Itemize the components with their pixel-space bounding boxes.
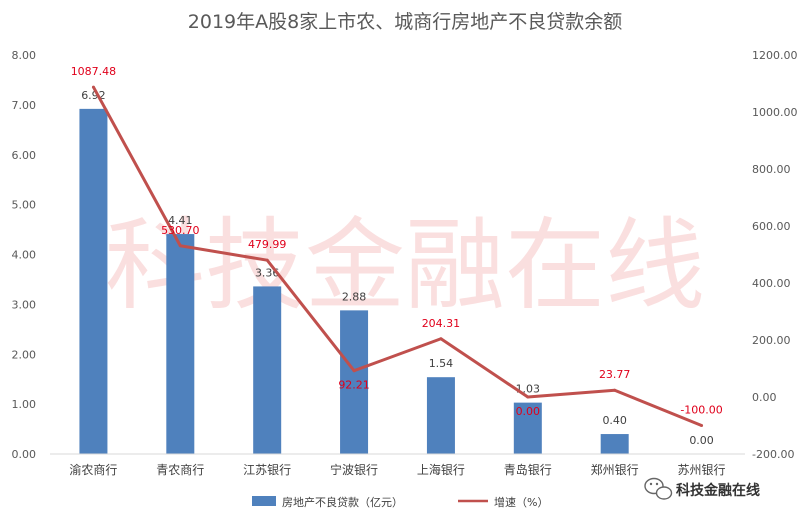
y-left-tick-label: 6.00 xyxy=(12,149,37,162)
bar xyxy=(600,434,629,454)
chart-title: 2019年A股8家上市农、城商行房地产不良贷款余额 xyxy=(188,11,622,33)
wechat-icon xyxy=(644,477,673,500)
y-left-tick-label: 5.00 xyxy=(12,199,37,212)
line-data-label: 1087.48 xyxy=(71,65,117,78)
y-right-tick-label: 400.00 xyxy=(752,277,791,290)
line-point xyxy=(352,369,356,373)
x-tick-label: 青岛银行 xyxy=(504,462,552,477)
brand-name: 科技金融在线 xyxy=(676,482,760,499)
watermark: 科技金融在线 xyxy=(105,207,705,324)
line-data-label: 479.99 xyxy=(248,238,287,251)
y-left-tick-label: 8.00 xyxy=(12,49,37,62)
x-tick-label: 青农商行 xyxy=(156,462,204,477)
y-left-tick-label: 0.00 xyxy=(12,448,37,461)
y-left-tick-label: 4.00 xyxy=(12,249,37,262)
y-right-tick-label: -200.00 xyxy=(752,448,794,461)
x-tick-label: 苏州银行 xyxy=(678,463,726,477)
bar-data-label: 0.00 xyxy=(689,434,714,447)
line-point xyxy=(613,388,617,392)
x-tick-label: 渝农商行 xyxy=(69,462,117,477)
line-series: 1087.48 530.70 479.99 92.21 204.31 0.00 23.77 -… xyxy=(71,65,723,427)
line-data-label: -100.00 xyxy=(680,404,722,417)
y-right-tick-label: 0.00 xyxy=(752,391,777,404)
x-tick-label: 宁波银行 xyxy=(330,462,378,477)
y-left-tick-label: 3.00 xyxy=(12,298,37,311)
line-data-label: 92.21 xyxy=(338,379,370,392)
y-axis-left: 0.00 1.00 2.00 3.00 4.00 5.00 6.00 7.00 8.00 xyxy=(12,49,37,461)
line-point xyxy=(700,424,704,427)
bar-data-label: 0.40 xyxy=(602,414,627,427)
y-right-tick-label: 800.00 xyxy=(752,163,791,176)
y-axis-right: -200.00 0.00 200.00 400.00 600.00 800.00 1000.… xyxy=(752,49,798,461)
growth-line xyxy=(92,86,703,427)
bar xyxy=(513,402,542,454)
bar-data-label: 1.03 xyxy=(516,383,541,396)
line-data-label: 0.00 xyxy=(516,405,541,418)
y-right-tick-label: 1000.00 xyxy=(752,106,798,119)
legend-line-label: 增速（%） xyxy=(494,495,548,509)
bar xyxy=(426,377,455,454)
legend-bar-swatch xyxy=(252,496,276,506)
y-left-tick-label: 1.00 xyxy=(12,398,37,411)
bar xyxy=(340,310,369,454)
y-left-tick-label: 2.00 xyxy=(12,348,37,361)
line-data-label: 23.77 xyxy=(599,368,631,381)
line-point xyxy=(265,258,269,262)
line-data-label: 204.31 xyxy=(422,317,461,330)
y-right-tick-label: 600.00 xyxy=(752,220,791,233)
y-left-tick-label: 7.00 xyxy=(12,99,37,112)
bar-data-label: 1.54 xyxy=(429,357,454,370)
line-point xyxy=(91,85,95,89)
bar-series: 6.924.413.362.881.541.030.400.00 xyxy=(79,89,714,455)
x-axis: 渝农商行 青农商行 江苏银行 宁波银行 上海银行 青岛银行 郑州银行 苏州银行 xyxy=(50,453,745,477)
bar xyxy=(79,108,108,455)
bar-data-label: 4.41 xyxy=(168,214,193,227)
brand-badge: 科技金融在线 xyxy=(644,477,760,500)
y-right-tick-label: 1200.00 xyxy=(752,49,798,62)
legend-bar-label: 房地产不良贷款（亿元） xyxy=(282,495,403,509)
legend: 房地产不良贷款（亿元） 增速（%） xyxy=(252,495,548,509)
x-tick-label: 上海银行 xyxy=(417,462,465,477)
x-tick-label: 江苏银行 xyxy=(243,463,291,477)
bar xyxy=(166,234,195,454)
bar-data-label: 2.88 xyxy=(342,290,367,303)
x-tick-label: 郑州银行 xyxy=(591,462,639,477)
bar xyxy=(253,286,282,454)
line-point xyxy=(526,395,530,399)
y-right-tick-label: 200.00 xyxy=(752,334,791,347)
line-data-label: 530.70 xyxy=(161,224,200,237)
line-point xyxy=(439,337,443,341)
line-point xyxy=(178,244,182,248)
